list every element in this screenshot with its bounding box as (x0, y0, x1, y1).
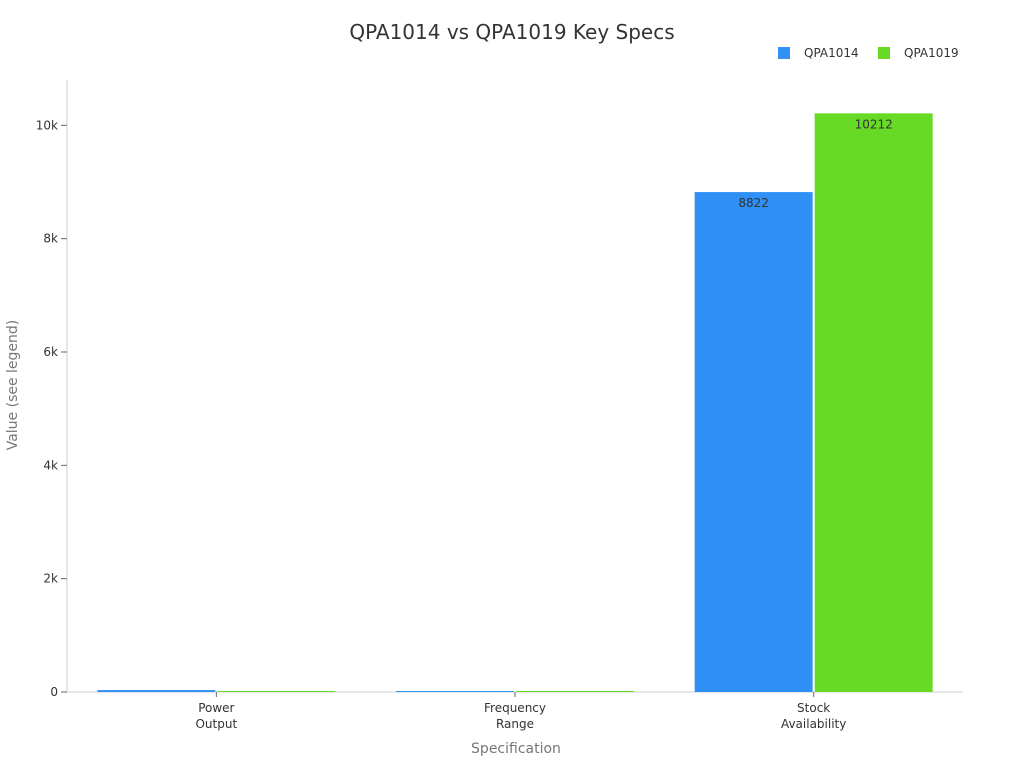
x-tick-label: Range (496, 717, 534, 731)
legend-label-qpa1019: QPA1019 (904, 46, 959, 60)
bar-qpa1019-2 (814, 113, 933, 692)
legend-swatch-qpa1014 (778, 47, 790, 59)
y-tick-label: 0 (50, 685, 58, 699)
y-tick-label: 4k (43, 458, 58, 472)
y-axis-title: Value (see legend) (5, 319, 21, 451)
x-tick-label: Output (195, 717, 237, 731)
chart-title: QPA1014 vs QPA1019 Key Specs (349, 20, 675, 44)
bar-qpa1019-1 (516, 691, 634, 692)
x-tick-label: Frequency (484, 701, 546, 715)
x-tick-label: Power (198, 701, 234, 715)
legend-label-qpa1014: QPA1014 (804, 46, 859, 60)
y-tick-label: 10k (36, 118, 58, 132)
y-tick-label: 8k (43, 232, 58, 246)
bar-qpa1019-0 (217, 691, 336, 692)
bar-qpa1014-1 (396, 691, 514, 692)
data-label: 8822 (738, 196, 769, 210)
data-label: 10212 (855, 117, 893, 131)
y-tick-label: 6k (43, 345, 58, 359)
x-axis-title: Specification (471, 741, 561, 757)
bar-qpa1014-0 (97, 690, 216, 692)
x-tick-label: Stock (797, 701, 830, 715)
y-tick-label: 2k (43, 572, 58, 586)
bar-qpa1014-2 (694, 192, 813, 692)
x-tick-label: Availability (781, 717, 846, 731)
legend-swatch-qpa1019 (878, 47, 890, 59)
